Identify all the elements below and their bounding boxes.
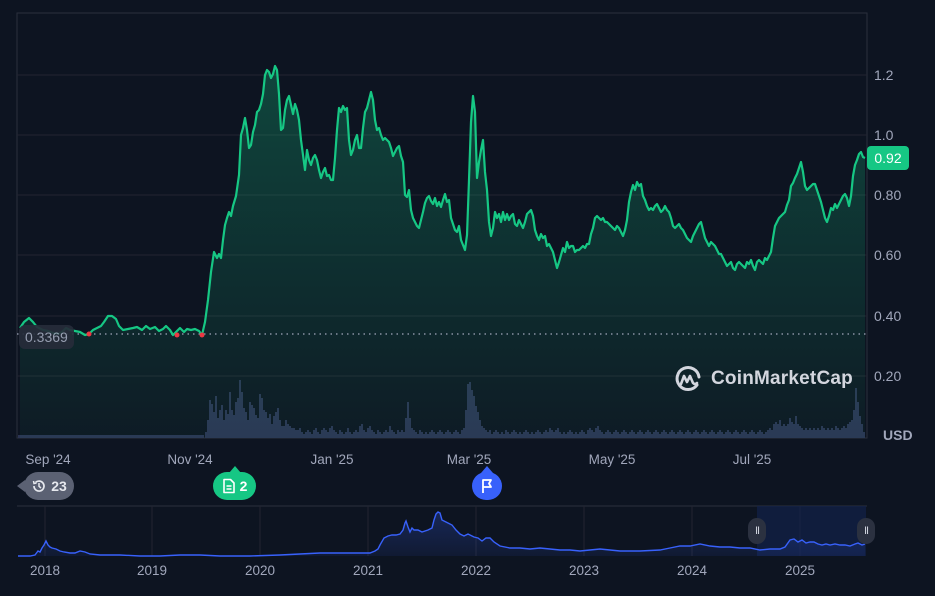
document-icon bbox=[222, 478, 235, 494]
y-tick-label: 0.60 bbox=[874, 247, 902, 263]
y-tick-label: 0.80 bbox=[874, 187, 902, 203]
price-area bbox=[20, 66, 865, 438]
navigator-year-label: 2020 bbox=[244, 563, 276, 578]
y-tick-label: 1.2 bbox=[874, 67, 894, 83]
navigator-year-label: 2024 bbox=[676, 563, 708, 578]
navigator-right-handle[interactable]: II bbox=[857, 518, 875, 544]
navigator-year-label: 2022 bbox=[460, 563, 492, 578]
x-tick-label: Jan '25 bbox=[310, 452, 354, 467]
navigator-year-label: 2023 bbox=[568, 563, 600, 578]
baseline-price-tag: 0.3369 bbox=[19, 325, 74, 349]
news-count: 2 bbox=[239, 478, 248, 494]
x-tick-label: Jul '25 bbox=[732, 452, 772, 467]
y-tick-label: 1.0 bbox=[874, 127, 894, 143]
y-tick-label: 0.40 bbox=[874, 308, 902, 324]
down-markers bbox=[86, 331, 205, 338]
x-tick-label: Sep '24 bbox=[25, 452, 71, 467]
history-events-badge[interactable]: 23 bbox=[17, 472, 74, 500]
x-tick-label: Mar '25 bbox=[446, 452, 492, 467]
current-price-tag: 0.92 bbox=[867, 146, 909, 170]
news-events-badge[interactable]: 2 bbox=[213, 472, 256, 500]
coinmarketcap-watermark: CoinMarketCap bbox=[673, 364, 853, 394]
y-tick-label: 0.20 bbox=[874, 368, 902, 384]
navigator-year-label: 2021 bbox=[352, 563, 384, 578]
navigator-year-label: 2018 bbox=[29, 563, 61, 578]
history-count: 23 bbox=[51, 478, 67, 494]
navigator-line bbox=[18, 511, 866, 557]
navigator-area bbox=[18, 512, 865, 556]
coinmarketcap-logo-icon bbox=[675, 366, 701, 392]
price-line bbox=[19, 64, 866, 337]
navigator-year-label: 2025 bbox=[784, 563, 816, 578]
brand-name: CoinMarketCap bbox=[711, 368, 853, 389]
x-tick-label: May '25 bbox=[588, 452, 636, 467]
navigator-left-handle[interactable]: II bbox=[748, 518, 766, 544]
milestone-event-badge[interactable] bbox=[472, 472, 502, 500]
currency-label: USD bbox=[883, 427, 913, 443]
x-tick-label: Nov '24 bbox=[167, 452, 213, 467]
history-icon bbox=[32, 480, 46, 492]
flag-icon bbox=[482, 479, 492, 493]
navigator-year-label: 2019 bbox=[136, 563, 168, 578]
